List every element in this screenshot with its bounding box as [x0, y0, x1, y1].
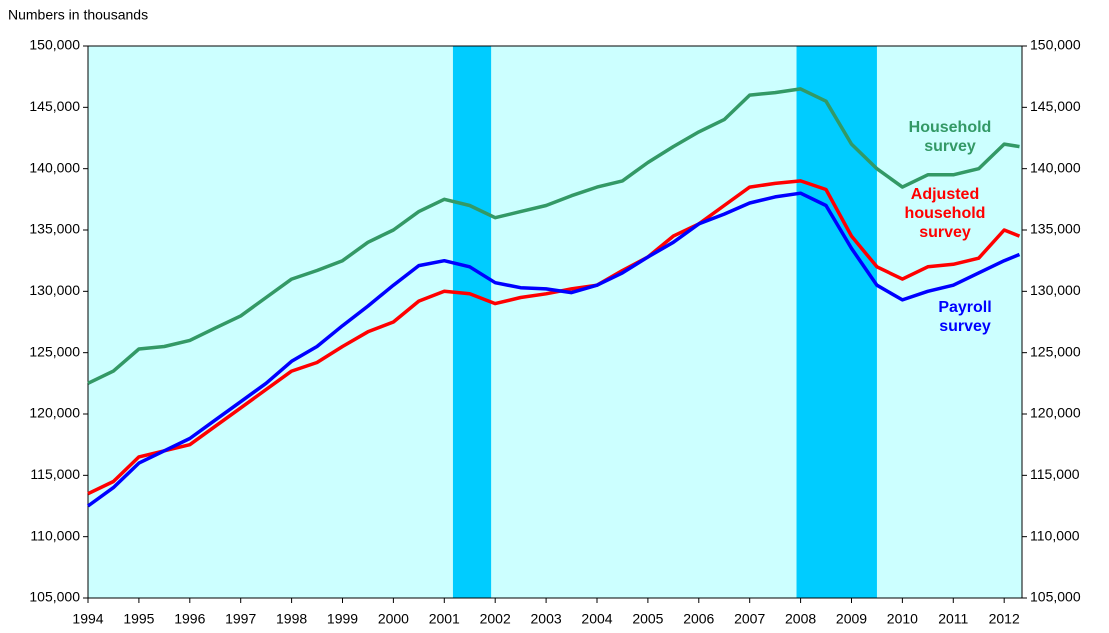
x-tick-label: 2004: [581, 611, 612, 627]
y2-tick-label: 130,000: [1030, 282, 1081, 298]
x-tick-label: 2001: [429, 611, 460, 627]
x-tick-label: 1996: [174, 611, 205, 627]
series-label: Adjusted household survey: [904, 186, 986, 241]
x-tick-label: 2008: [785, 611, 816, 627]
x-tick-label: 1994: [72, 611, 103, 627]
y-tick-label: 125,000: [29, 343, 80, 359]
x-tick-label: 2003: [531, 611, 562, 627]
y-tick-label: 130,000: [29, 282, 80, 298]
x-tick-label: 1997: [225, 611, 256, 627]
y2-tick-label: 110,000: [1030, 527, 1080, 543]
y-tick-label: 115,000: [30, 466, 80, 482]
y2-tick-label: 140,000: [1030, 159, 1081, 175]
y-tick-label: 145,000: [29, 98, 80, 114]
series-line: [86, 191, 1021, 508]
series-label: Payroll survey: [938, 299, 992, 335]
x-tick-label: 2010: [887, 611, 918, 627]
x-tick-label: 2000: [378, 611, 409, 627]
plot-frame: [87, 45, 1023, 599]
x-tick-label: 2007: [734, 611, 765, 627]
x-tick-label: 2006: [683, 611, 714, 627]
y2-tick-label: 125,000: [1030, 343, 1081, 359]
x-tick-label: 2012: [989, 611, 1020, 627]
series-label: Household survey: [908, 119, 992, 155]
x-tick-label: 2009: [836, 611, 867, 627]
series-line: [87, 87, 1020, 385]
x-tick-label: 2011: [938, 611, 968, 627]
y2-tick-label: 115,000: [1030, 466, 1080, 482]
recession-band: [452, 46, 492, 598]
y2-tick-label: 120,000: [1030, 405, 1081, 421]
y-tick-label: 110,000: [30, 527, 80, 543]
x-tick-label: 2005: [632, 611, 663, 627]
x-tick-label: 1998: [276, 611, 307, 627]
y2-tick-label: 145,000: [1030, 98, 1081, 114]
x-tick-label: 1999: [327, 611, 358, 627]
y2-tick-label: 105,000: [1030, 589, 1081, 605]
recession-band: [796, 46, 877, 598]
x-tick-label: 1995: [123, 611, 154, 627]
x-tick-label: 2002: [480, 611, 511, 627]
y-tick-label: 120,000: [29, 405, 80, 421]
y-axis-title: Numbers in thousands: [8, 7, 148, 23]
y-tick-label: 140,000: [29, 159, 80, 175]
y-tick-label: 105,000: [29, 589, 80, 605]
y-tick-label: 135,000: [29, 221, 80, 237]
y-tick-label: 150,000: [29, 37, 80, 53]
y2-tick-label: 150,000: [1030, 37, 1081, 53]
y2-tick-label: 135,000: [1030, 221, 1081, 237]
